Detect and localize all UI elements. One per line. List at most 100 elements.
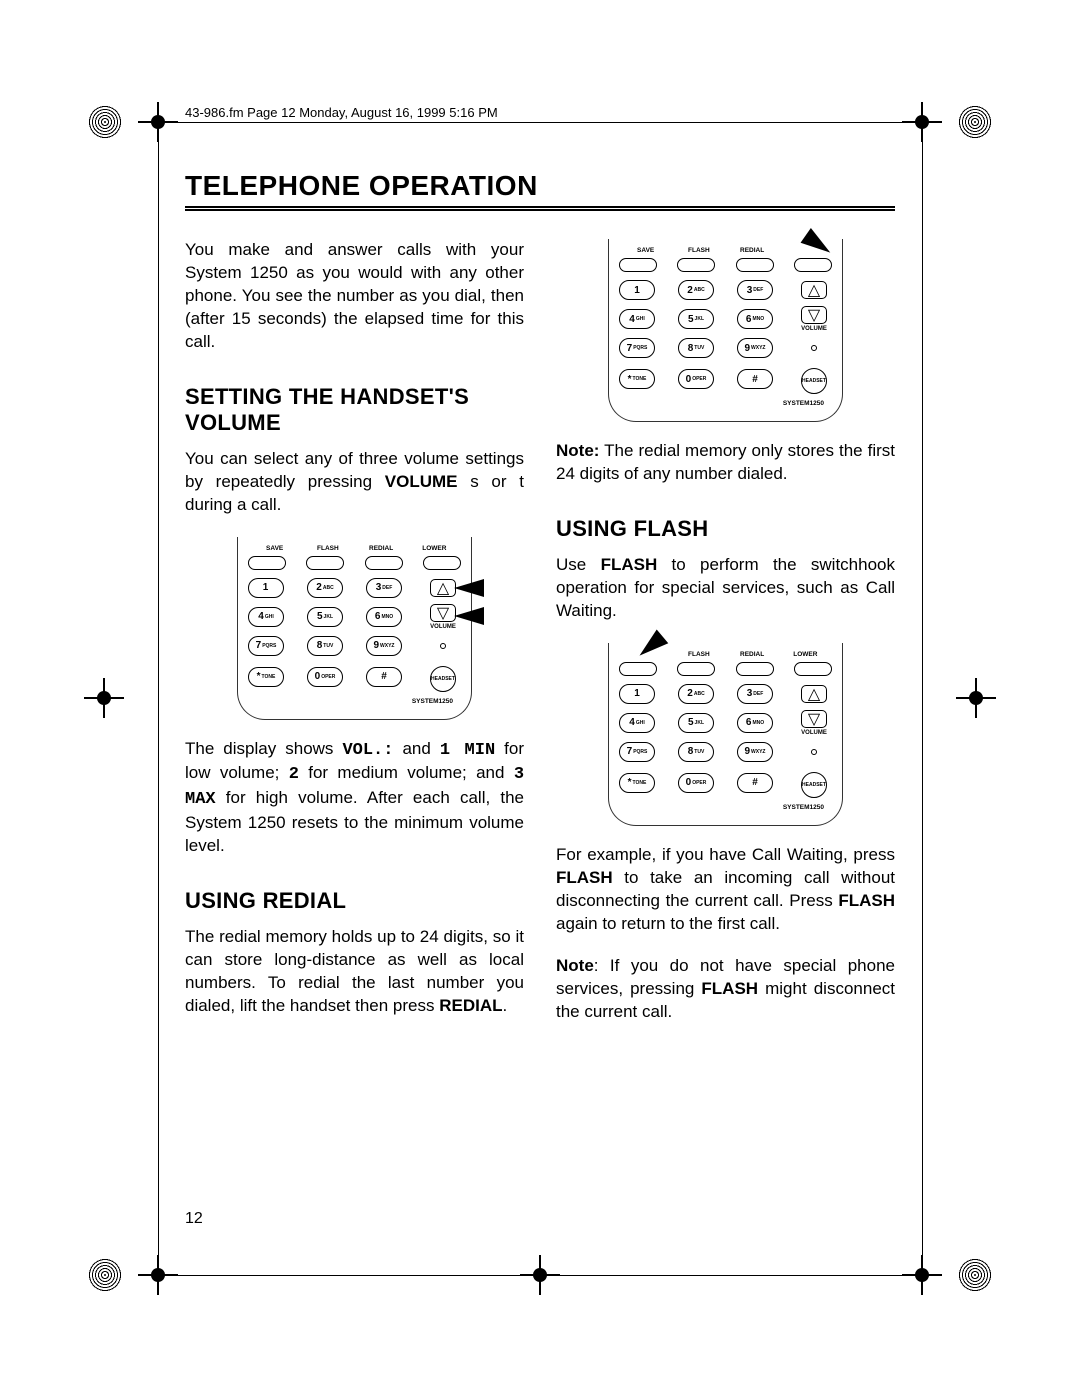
vol-down: ▽	[801, 710, 827, 728]
lbl-flash: FLASH	[672, 247, 725, 254]
led	[811, 749, 817, 755]
btn-save	[248, 556, 286, 570]
btn-flash	[306, 556, 344, 570]
keypad-top-buttons	[248, 556, 461, 570]
t: again to return to the first call.	[556, 914, 780, 933]
t: VOL.:	[342, 741, 393, 760]
vol-down: ▽	[801, 306, 827, 324]
ornament-tr	[958, 105, 992, 139]
lbl-volume: VOLUME	[796, 326, 832, 332]
key-8: 8TUV	[678, 742, 714, 762]
key-6: 6MNO	[737, 713, 773, 733]
lbl-flash: FLASH	[301, 545, 354, 552]
lbl-volume: VOLUME	[796, 730, 832, 736]
keypad-body: SAVE FLASH REDIAL LOWER 1 2ABC 3	[608, 643, 843, 826]
key-1: 1	[619, 280, 655, 300]
btn-save	[619, 258, 657, 272]
headset-btn: HEADSET	[801, 772, 827, 798]
para-volume-1: You can select any of three volume setti…	[185, 448, 524, 517]
intro-para: You make and answer calls with your Syst…	[185, 239, 524, 354]
btn-lower	[794, 662, 832, 676]
key-star: *TONE	[619, 369, 655, 389]
t: The display shows	[185, 739, 342, 758]
key-hash: #	[366, 667, 402, 687]
ornament-br	[958, 1258, 992, 1292]
key-6: 6MNO	[737, 309, 773, 329]
para-flash-1: Use FLASH to perform the switchhook oper…	[556, 554, 895, 623]
key-2: 2ABC	[678, 684, 714, 704]
vol-up: △	[430, 579, 456, 597]
keypad-body: SAVE FLASH REDIAL LOWER 1 2ABC 3	[608, 239, 843, 422]
key-star: *TONE	[619, 773, 655, 793]
two-columns: You make and answer calls with your Syst…	[185, 239, 895, 1044]
key-4: 4GHI	[248, 607, 284, 627]
key-9: 9WXYZ	[366, 636, 402, 656]
t: FLASH	[701, 979, 758, 998]
t: for medium volume; and	[299, 763, 514, 782]
t: Use	[556, 555, 601, 574]
crop-left	[158, 140, 159, 1258]
lbl-lower: LOWER	[408, 545, 461, 552]
keypad-body: SAVE FLASH REDIAL LOWER 1 2ABC 3	[237, 537, 472, 720]
t: VOLUME	[385, 472, 458, 491]
key-3: 3DEF	[737, 280, 773, 300]
headset-btn: HEADSET	[430, 666, 456, 692]
key-0: 0OPER	[678, 773, 714, 793]
t: and	[393, 739, 439, 758]
page-content: 43-986.fm Page 12 Monday, August 16, 199…	[185, 105, 895, 1044]
t: FLASH	[601, 555, 658, 574]
key-hash: #	[737, 773, 773, 793]
btn-redial	[736, 662, 774, 676]
vol-up: △	[801, 281, 827, 299]
system-label: SYSTEM1250	[619, 400, 832, 407]
t: Note:	[556, 441, 599, 460]
keypad-figure-2: SAVE FLASH REDIAL LOWER 1 2ABC 3	[608, 239, 843, 422]
note-flash: Note: If you do not have special phone s…	[556, 955, 895, 1024]
regmark-br	[908, 1261, 936, 1289]
t: 1 MIN	[440, 741, 495, 760]
lbl-redial: REDIAL	[726, 247, 779, 254]
crop-right	[922, 140, 923, 1258]
vol-down: ▽	[430, 604, 456, 622]
key-1: 1	[248, 578, 284, 598]
ornament-tl	[88, 105, 122, 139]
key-2: 2ABC	[678, 280, 714, 300]
key-star: *TONE	[248, 667, 284, 687]
vol-up: △	[801, 685, 827, 703]
keypad-figure-3: SAVE FLASH REDIAL LOWER 1 2ABC 3	[608, 643, 843, 826]
t: for high volume. After each call, the Sy…	[185, 788, 524, 855]
page-number: 12	[185, 1210, 203, 1228]
t: Note	[556, 956, 594, 975]
led	[440, 643, 446, 649]
key-7: 7PQRS	[248, 636, 284, 656]
regmark-tr	[908, 108, 936, 136]
regmark-ml	[90, 684, 118, 712]
headset-btn: HEADSET	[801, 368, 827, 394]
regmark-bl	[144, 1261, 172, 1289]
key-1: 1	[619, 684, 655, 704]
lbl-flash: FLASH	[672, 651, 725, 658]
key-5: 5JKL	[307, 607, 343, 627]
para-volume-2: The display shows VOL.: and 1 MIN for lo…	[185, 738, 524, 859]
right-column: SAVE FLASH REDIAL LOWER 1 2ABC 3	[556, 239, 895, 1044]
key-3: 3DEF	[737, 684, 773, 704]
t: The redial memory only stores the first …	[556, 441, 895, 483]
key-0: 0OPER	[678, 369, 714, 389]
note-redial: Note: The redial memory only stores the …	[556, 440, 895, 486]
keypad-figure-1: SAVE FLASH REDIAL LOWER 1 2ABC 3	[237, 537, 472, 720]
key-9: 9WXYZ	[737, 742, 773, 762]
heading-volume: SETTING THE HANDSET'S VOLUME	[185, 384, 524, 436]
main-title: TELEPHONE OPERATION	[185, 170, 895, 202]
btn-redial	[365, 556, 403, 570]
regmark-mr	[962, 684, 990, 712]
regmark-tl	[144, 108, 172, 136]
arrow-volume-up	[454, 579, 484, 597]
btn-redial	[736, 258, 774, 272]
lbl-save: SAVE	[248, 545, 301, 552]
t: FLASH	[838, 891, 895, 910]
t: .	[503, 996, 508, 1015]
key-3: 3DEF	[366, 578, 402, 598]
lbl-redial: REDIAL	[355, 545, 408, 552]
t: For example, if you have Call Waiting, p…	[556, 845, 895, 864]
t: FLASH	[556, 868, 613, 887]
